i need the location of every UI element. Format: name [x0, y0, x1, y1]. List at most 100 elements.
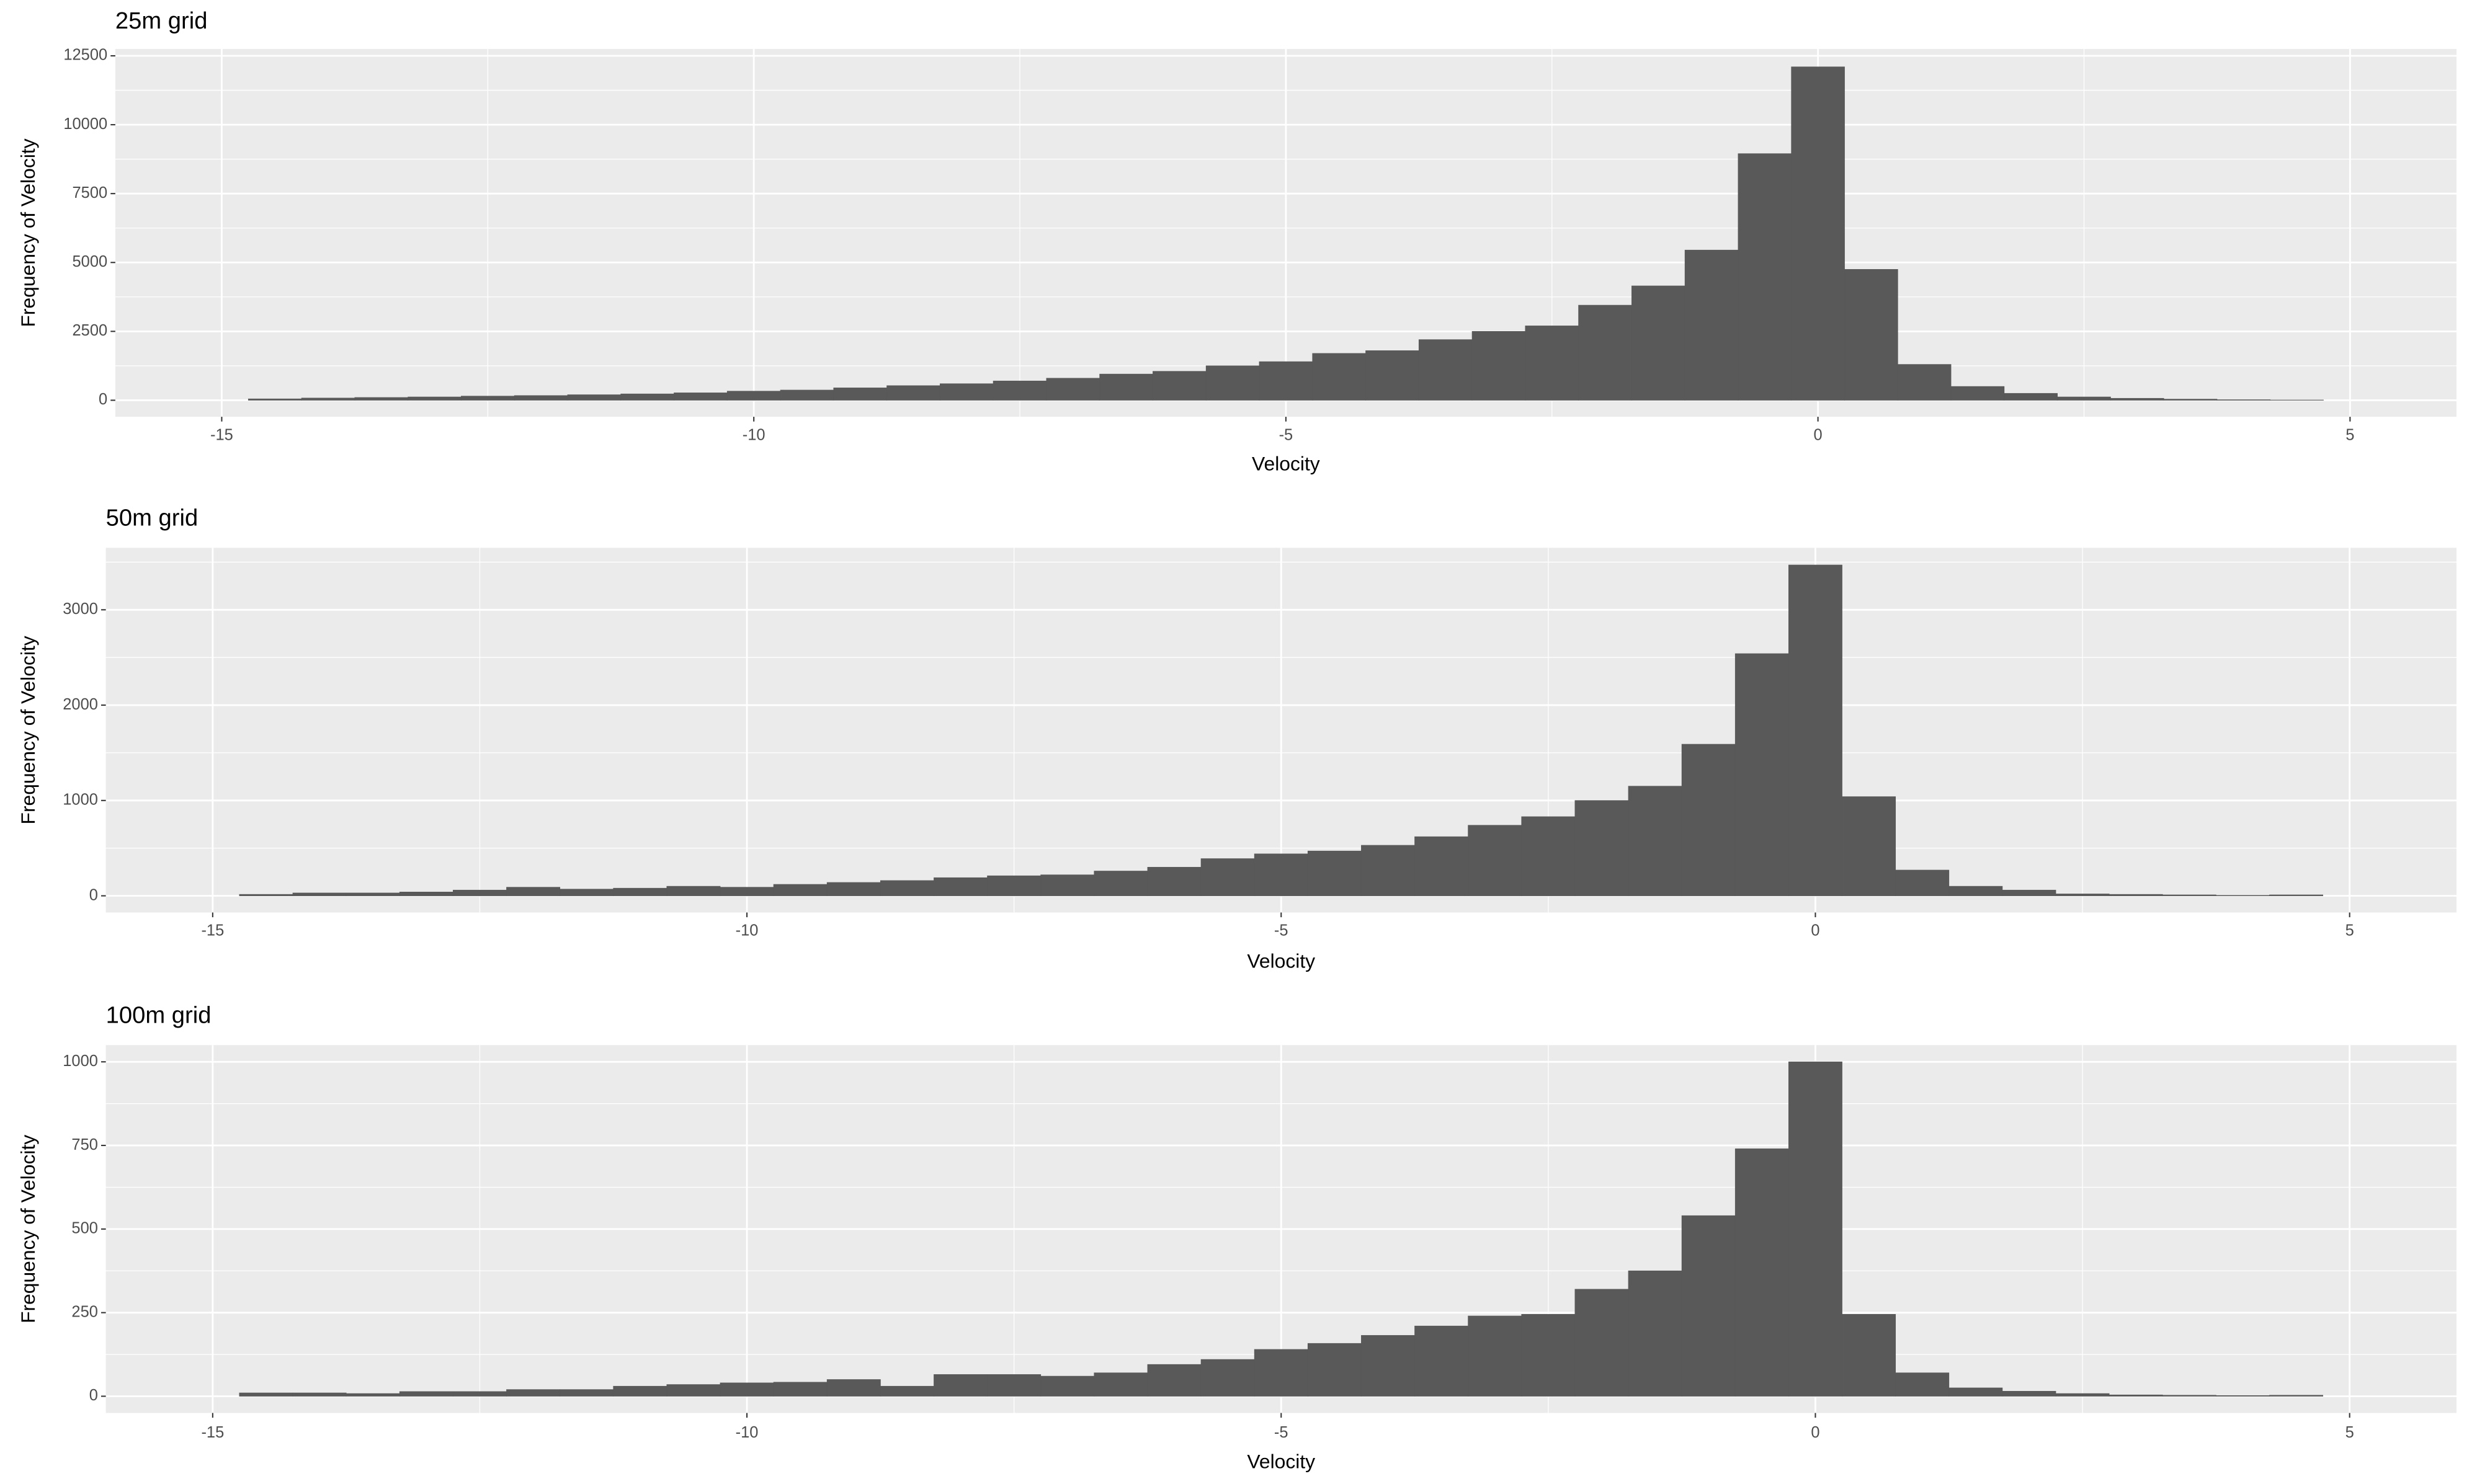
x-axis-label: Velocity	[1252, 453, 1320, 475]
bar	[1307, 850, 1362, 896]
bar	[2109, 894, 2163, 896]
bar	[666, 886, 721, 896]
bar	[1418, 339, 1473, 401]
y-tick-label: 0	[99, 391, 107, 408]
x-axis-label: Velocity	[1247, 950, 1315, 972]
bar	[1842, 796, 1896, 896]
bar	[1254, 853, 1308, 896]
panel: -15 -10 -5 0 5 0 1000 2000 3000 50m grid Velocity F…	[17, 505, 2457, 972]
bar	[1628, 1270, 1682, 1397]
bar	[1361, 845, 1415, 896]
x-tick-label: 5	[2345, 1424, 2354, 1441]
bar	[1471, 331, 1526, 401]
bar	[1468, 825, 1522, 896]
bar	[506, 887, 561, 896]
bar	[1684, 249, 1739, 401]
x-tick-label: -15	[201, 1424, 224, 1441]
bar	[773, 884, 828, 896]
bar	[1631, 285, 1685, 401]
x-tick-label: -10	[736, 922, 759, 940]
bar	[292, 892, 347, 896]
bar	[1788, 1061, 1842, 1397]
bar	[1738, 153, 1792, 401]
bar	[833, 388, 887, 401]
y-tick-label: 12500	[63, 47, 107, 64]
bar	[773, 1382, 828, 1397]
bar	[399, 892, 453, 896]
bar	[2162, 894, 2216, 896]
bar	[1147, 1364, 1202, 1397]
bar	[2110, 398, 2164, 401]
bar	[666, 1384, 721, 1397]
bar	[613, 1385, 667, 1397]
chart-title: 100m grid	[106, 1002, 212, 1029]
bar	[826, 882, 881, 896]
y-tick-label: 5000	[73, 253, 108, 270]
x-tick-label: -10	[743, 426, 765, 443]
bar	[1788, 564, 1842, 896]
bar	[1414, 1325, 1469, 1397]
bar	[1094, 871, 1148, 896]
x-tick-label: -5	[1274, 922, 1288, 940]
y-axis-label: Frequency of Velocity	[17, 138, 39, 327]
bar	[354, 397, 409, 401]
bar	[1734, 653, 1789, 896]
bar	[453, 1391, 507, 1397]
bar	[2162, 1395, 2216, 1397]
bar	[346, 1393, 400, 1397]
bar	[1948, 1387, 2003, 1397]
y-tick-label: 750	[71, 1136, 97, 1153]
panel: -15 -10 -5 0 5 0 2500 5000 7500 10000 12500 25m gri…	[17, 7, 2457, 475]
bar	[1950, 386, 2005, 401]
bar	[453, 889, 507, 896]
bar	[292, 1392, 347, 1397]
bar	[1365, 350, 1419, 401]
y-tick-label: 0	[89, 886, 98, 904]
bar	[1040, 1375, 1095, 1397]
bar	[1259, 361, 1313, 401]
bar	[560, 889, 614, 896]
bar	[1200, 1359, 1255, 1397]
bar	[1578, 304, 1632, 401]
x-tick-label: 0	[1814, 426, 1823, 443]
y-tick-label: 1000	[63, 1052, 98, 1070]
bar	[2215, 895, 2270, 896]
bar	[1681, 744, 1736, 896]
bar	[560, 1389, 614, 1397]
bar	[248, 398, 302, 401]
bar	[506, 1389, 561, 1397]
bar	[1046, 378, 1100, 401]
bar	[301, 398, 355, 401]
bar	[1205, 365, 1260, 401]
bar	[1468, 1315, 1522, 1397]
bar	[2055, 894, 2110, 896]
bar	[620, 393, 674, 401]
bar	[1307, 1343, 1362, 1397]
x-axis-label: Velocity	[1247, 1451, 1315, 1473]
bar	[2055, 1393, 2110, 1397]
x-tick-label: 0	[1811, 922, 1819, 940]
bar	[2269, 894, 2323, 896]
y-tick-label: 7500	[73, 184, 108, 202]
y-tick-label: 2000	[63, 696, 98, 713]
bar	[1312, 353, 1366, 401]
bar	[1200, 858, 1255, 896]
bar	[1734, 1149, 1789, 1397]
bar	[674, 393, 728, 401]
bar	[2163, 399, 2218, 401]
bar	[1254, 1349, 1308, 1397]
bar	[2109, 1394, 2163, 1397]
bar	[720, 1382, 774, 1397]
y-axis-label: Frequency of Velocity	[17, 1135, 39, 1323]
bar	[2057, 396, 2111, 401]
bar	[408, 396, 462, 401]
bar	[1844, 269, 1898, 401]
bar	[1040, 874, 1095, 896]
bar	[886, 385, 940, 401]
y-tick-label: 0	[89, 1387, 98, 1404]
y-tick-label: 250	[71, 1303, 97, 1320]
bar	[1521, 1313, 1576, 1397]
y-tick-label: 10000	[63, 115, 107, 133]
y-tick-label: 2500	[73, 322, 108, 339]
bar	[987, 1374, 1042, 1397]
